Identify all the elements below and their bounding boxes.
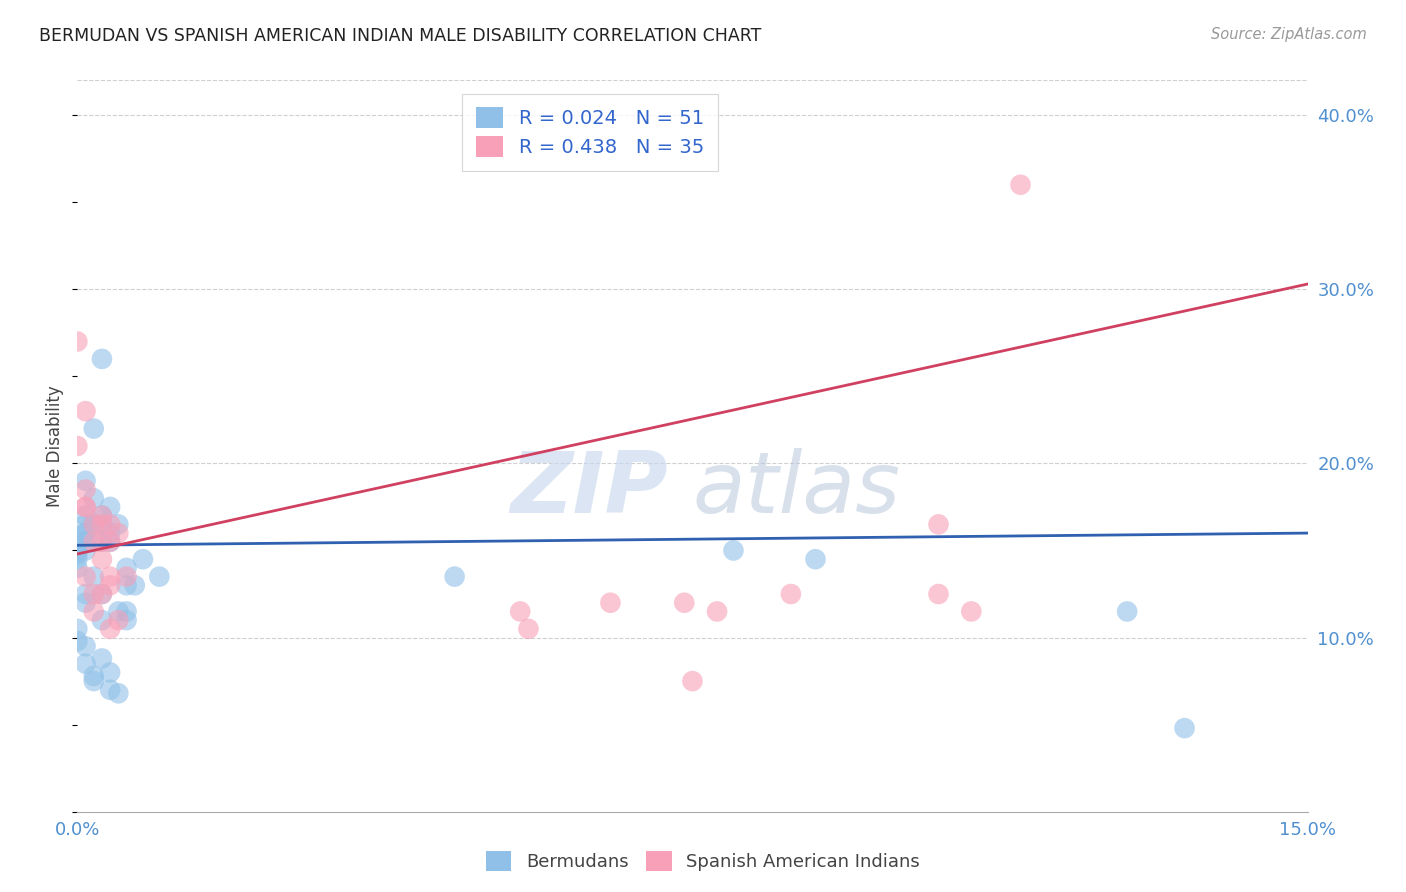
Point (98, 534, 121, 549)
Point (75, 474, 97, 488)
Point (90, 651, 114, 665)
Point (83, 421, 105, 435)
Point (928, 517, 950, 532)
Point (107, 526, 129, 541)
Point (124, 578, 146, 592)
Point (83, 604, 105, 618)
Point (107, 686, 129, 700)
Point (75, 526, 97, 541)
Point (115, 578, 138, 592)
Text: atlas: atlas (693, 449, 900, 532)
Point (66, 561, 89, 575)
Point (107, 517, 129, 532)
Y-axis label: Male Disability: Male Disability (46, 385, 65, 507)
Point (98, 517, 121, 532)
Point (75, 640, 97, 654)
Point (66, 552, 89, 566)
Point (75, 657, 97, 671)
Point (723, 543, 745, 558)
Point (98, 526, 121, 541)
Point (132, 552, 155, 566)
Point (75, 526, 97, 541)
Point (804, 552, 827, 566)
Legend: Bermudans, Spanish American Indians: Bermudans, Spanish American Indians (479, 844, 927, 879)
Point (780, 587, 803, 601)
Point (443, 569, 465, 583)
Point (1010, 178, 1032, 192)
Point (115, 613, 138, 627)
Point (115, 569, 138, 583)
Point (75, 534, 97, 549)
Point (673, 596, 696, 610)
Point (960, 604, 983, 618)
Point (1174, 721, 1197, 735)
Point (98, 569, 121, 583)
Point (90, 552, 114, 566)
Point (66, 547, 89, 561)
Point (90, 613, 114, 627)
Point (148, 569, 170, 583)
Point (98, 622, 121, 636)
Point (75, 483, 97, 497)
Point (75, 500, 97, 514)
Point (90, 517, 114, 532)
Point (98, 682, 121, 697)
Point (90, 508, 114, 523)
Point (66, 439, 89, 453)
Point (83, 534, 105, 549)
Point (75, 587, 97, 601)
Point (75, 404, 97, 418)
Text: BERMUDAN VS SPANISH AMERICAN INDIAN MALE DISABILITY CORRELATION CHART: BERMUDAN VS SPANISH AMERICAN INDIAN MALE… (39, 27, 762, 45)
Point (83, 517, 105, 532)
Text: ZIP: ZIP (510, 449, 668, 532)
Point (83, 587, 105, 601)
Point (66, 334, 89, 349)
Point (928, 587, 950, 601)
Point (83, 569, 105, 583)
Point (90, 534, 114, 549)
Point (682, 674, 704, 689)
Point (75, 517, 97, 532)
Point (66, 622, 89, 636)
Point (90, 534, 114, 549)
Point (98, 534, 121, 549)
Point (90, 517, 114, 532)
Point (107, 613, 129, 627)
Point (83, 491, 105, 506)
Point (90, 351, 114, 366)
Text: Source: ZipAtlas.com: Source: ZipAtlas.com (1211, 27, 1367, 42)
Point (66, 543, 89, 558)
Point (115, 604, 138, 618)
Point (107, 604, 129, 618)
Point (90, 587, 114, 601)
Point (1116, 604, 1139, 618)
Point (98, 578, 121, 592)
Point (517, 622, 540, 636)
Point (75, 596, 97, 610)
Point (599, 596, 621, 610)
Point (98, 500, 121, 514)
Point (75, 543, 97, 558)
Point (90, 508, 114, 523)
Point (83, 674, 105, 689)
Point (90, 587, 114, 601)
Point (83, 517, 105, 532)
Point (98, 665, 121, 680)
Point (75, 569, 97, 583)
Legend: R = 0.024   N = 51, R = 0.438   N = 35: R = 0.024 N = 51, R = 0.438 N = 35 (463, 94, 717, 171)
Point (509, 604, 531, 618)
Point (66, 634, 89, 648)
Point (706, 604, 728, 618)
Point (75, 508, 97, 523)
Point (75, 500, 97, 514)
Point (83, 669, 105, 683)
Point (115, 561, 138, 575)
Point (66, 534, 89, 549)
